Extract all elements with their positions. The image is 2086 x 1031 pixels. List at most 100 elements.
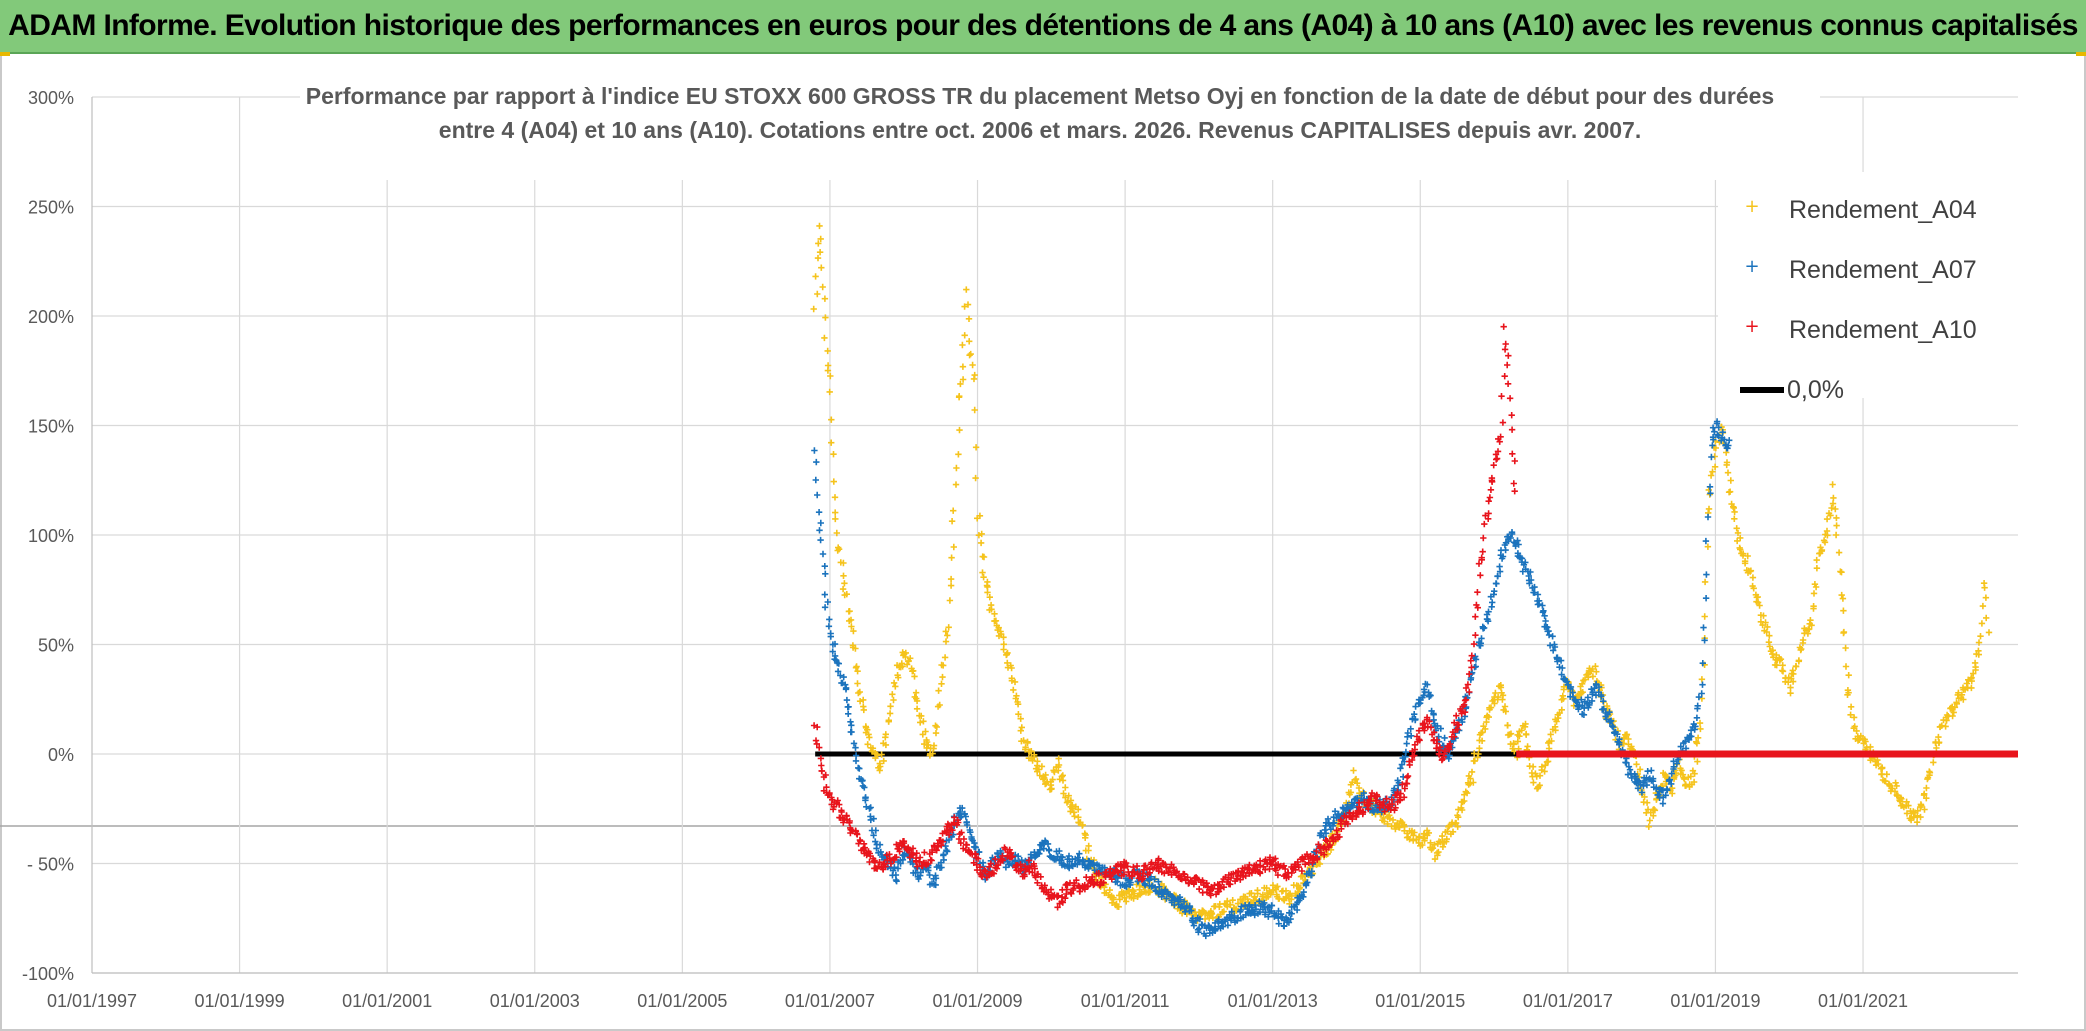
scatter-point-a04 [1101, 889, 1108, 897]
scatter-point-a04 [814, 254, 822, 262]
scatter-point-a04 [1296, 884, 1304, 891]
scatter-point-a07 [1251, 911, 1258, 919]
scatter-point-a04 [918, 712, 925, 720]
scatter-point-a07 [1702, 595, 1710, 602]
scatter-point-a10 [1001, 844, 1008, 851]
report-banner: ADAM Informe. Evolution historique des p… [0, 0, 2086, 54]
scatter-point-a04 [936, 701, 943, 709]
scatter-point-a07 [837, 672, 844, 679]
scatter-point-a10 [957, 839, 964, 847]
scatter-point-a04 [966, 352, 973, 359]
scatter-point-a04 [959, 341, 966, 349]
scatter-point-a04 [1548, 737, 1555, 745]
scatter-point-a07 [1360, 789, 1367, 797]
scatter-point-a07 [825, 623, 833, 630]
scatter-point-a04 [1452, 819, 1460, 827]
scatter-point-a04 [1579, 689, 1586, 696]
scatter-point-a10 [814, 723, 821, 731]
scatter-point-a10 [1494, 448, 1502, 455]
scatter-point-a04 [1522, 720, 1529, 728]
scatter-point-a07 [821, 563, 828, 570]
scatter-point-a04 [1018, 724, 1025, 731]
scatter-point-a04 [1923, 784, 1930, 792]
scatter-point-a07 [1045, 846, 1052, 853]
scatter-point-a10 [1416, 737, 1423, 744]
scatter-point-a10 [1499, 419, 1507, 426]
scatter-point-a04 [1636, 766, 1644, 773]
scatter-point-a04 [1883, 771, 1890, 778]
scatter-point-a10 [982, 868, 989, 875]
scatter-point-a04 [1538, 763, 1546, 770]
scatter-point-a10 [994, 861, 1002, 869]
scatter-point-a10 [1421, 727, 1428, 734]
scatter-point-a07 [1534, 601, 1542, 608]
scatter-point-a04 [1578, 680, 1586, 687]
scatter-point-a07 [1692, 723, 1699, 730]
scatter-point-a04 [1765, 639, 1773, 646]
scatter-point-a04 [986, 594, 993, 601]
scatter-point-a10 [887, 860, 895, 867]
scatter-point-a07 [1658, 787, 1665, 794]
scatter-point-a04 [1354, 780, 1361, 787]
scatter-point-a10 [861, 844, 868, 851]
scatter-point-a10 [1427, 724, 1435, 731]
scatter-point-a04 [913, 705, 921, 712]
scatter-point-a04 [1121, 894, 1128, 901]
scatter-point-a10 [1073, 877, 1080, 884]
scatter-point-a04 [961, 303, 968, 310]
scatter-point-a04 [1518, 727, 1525, 734]
scatter-point-a04 [1777, 656, 1785, 663]
scatter-point-a07 [972, 843, 979, 851]
scatter-point-a04 [1425, 829, 1432, 837]
scatter-point-a10 [1248, 869, 1256, 877]
scatter-point-a04 [1942, 723, 1949, 730]
scatter-point-a04 [1062, 784, 1069, 791]
scatter-point-a10 [1089, 873, 1096, 881]
scatter-point-a04 [1542, 762, 1549, 769]
scatter-point-a04 [1930, 759, 1937, 766]
y-tick-label: 200% [28, 307, 74, 327]
scatter-point-a04 [1694, 758, 1701, 765]
scatter-point-a04 [971, 406, 978, 414]
scatter-point-a07 [1515, 541, 1522, 548]
scatter-point-a04 [832, 509, 839, 516]
scatter-point-a04 [1443, 835, 1450, 843]
scatter-point-a10 [1190, 881, 1198, 888]
scatter-point-a07 [1268, 902, 1275, 909]
x-tick-label: 01/01/2019 [1670, 991, 1760, 1011]
scatter-point-a07 [870, 815, 877, 822]
scatter-point-a07 [877, 848, 884, 856]
scatter-point-a04 [1079, 821, 1086, 829]
scatter-point-a10 [1488, 477, 1496, 484]
scatter-point-a10 [1047, 886, 1055, 893]
scatter-point-a07 [1557, 657, 1565, 664]
scatter-point-a07 [1151, 876, 1158, 883]
scatter-point-a04 [1787, 690, 1794, 697]
scatter-point-a04 [1955, 689, 1962, 696]
scatter-point-a04 [1130, 895, 1137, 902]
scatter-point-a04 [882, 741, 890, 749]
scatter-point-a04 [1553, 718, 1560, 725]
scatter-point-a07 [1600, 698, 1607, 705]
scatter-point-a04 [917, 719, 924, 726]
x-tick-label: 01/01/2001 [342, 991, 432, 1011]
scatter-point-a07 [957, 808, 964, 816]
scatter-point-a04 [923, 738, 931, 746]
scatter-point-a07 [926, 871, 933, 879]
scatter-point-a07 [1668, 780, 1675, 788]
scatter-point-a07 [1549, 633, 1556, 640]
scatter-point-a04 [1963, 680, 1970, 687]
scatter-point-a10 [1227, 874, 1235, 882]
scatter-point-a07 [835, 660, 842, 667]
scatter-point-a04 [1789, 678, 1797, 685]
scatter-point-a04 [972, 444, 980, 451]
scatter-point-a07 [1196, 915, 1204, 923]
scatter-point-a04 [1838, 591, 1845, 599]
scatter-point-a10 [1107, 865, 1114, 873]
scatter-point-a04 [1434, 852, 1441, 859]
scatter-point-a04 [1975, 639, 1983, 646]
banner-corner-right [2076, 52, 2086, 56]
scatter-point-a07 [1420, 692, 1427, 699]
scatter-point-a10 [1436, 746, 1444, 754]
scatter-point-a04 [850, 627, 857, 635]
